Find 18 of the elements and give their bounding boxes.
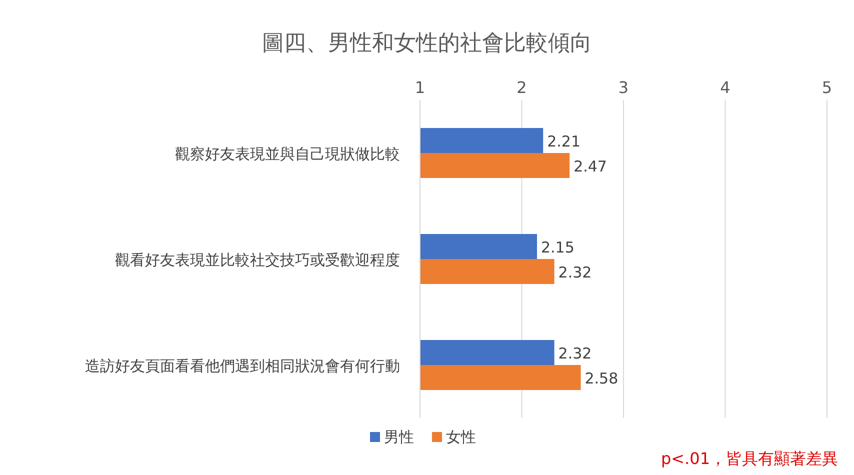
x-tick-label: 3 <box>618 78 629 97</box>
text: p<.01，皆具有顯著差異 <box>660 449 838 468</box>
data-label: 2.47 <box>574 158 607 176</box>
legend-label: 男性 <box>384 428 414 446</box>
data-label: 2.32 <box>558 264 592 282</box>
x-tick-label: 5 <box>822 78 832 97</box>
title: 圖四、男性和女性的社會比較傾向 <box>262 31 592 56</box>
data-label: 2.32 <box>558 344 592 362</box>
data-label: 2.58 <box>584 370 618 388</box>
data-label: 2.21 <box>547 132 581 150</box>
x-tick-label: 1 <box>414 78 426 97</box>
data-label: 2.15 <box>541 238 574 256</box>
x-tick-label: 4 <box>720 78 730 97</box>
y-tick-label: 觀看好友表現並比較社交技巧或受歡迎程度 <box>115 251 400 269</box>
x-tick-label: 2 <box>516 78 527 97</box>
y-tick-label: 造訪好友頁面看看他們遇到相同狀況會有何行動 <box>85 357 400 375</box>
legend-label: 女性 <box>446 428 476 446</box>
y-tick-label: 觀察好友表現並與自己現狀做比較 <box>175 145 400 163</box>
